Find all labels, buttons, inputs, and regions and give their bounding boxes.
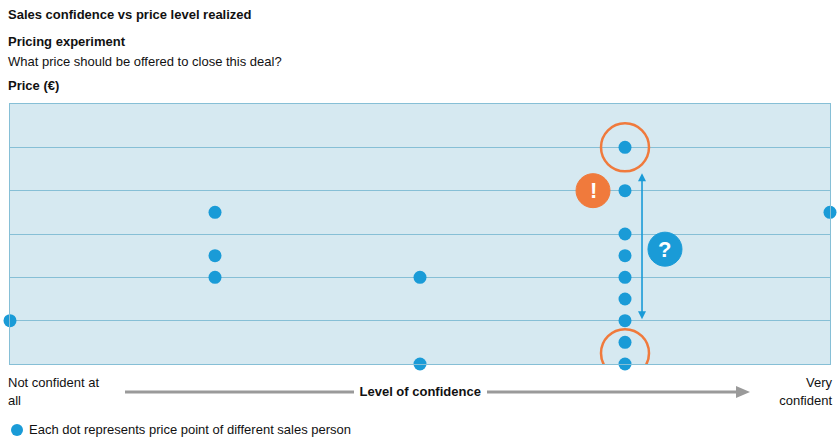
- html-text:Each dot represents price poin: Each dot represents price point of diffe…: [29, 422, 352, 437]
- svg-text:!: !: [590, 178, 597, 203]
- html-text:What price should be offered t: What price should be offered to close th…: [8, 54, 282, 69]
- html-text:Level of confidence: Level of confidence: [359, 384, 481, 399]
- html-text:Pricing experiment: Pricing experiment: [8, 34, 125, 49]
- html-text:Not confident at all: Not confident at all: [8, 375, 100, 408]
- svg-text:?: ?: [658, 237, 671, 262]
- html-text:Sales confidence vs price leve: Sales confidence vs price level realized: [8, 7, 252, 22]
- html-text:Price (€): Price (€): [8, 78, 60, 93]
- html-text:Very confident: Very confident: [779, 375, 832, 408]
